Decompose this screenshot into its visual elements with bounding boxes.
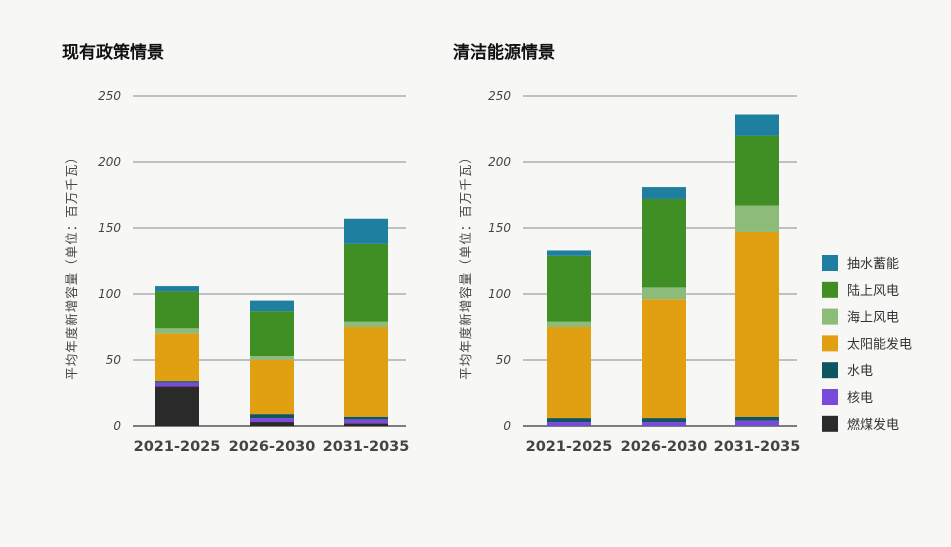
bar-segment — [344, 218, 388, 244]
bar-segment — [547, 255, 591, 322]
y-axis-label: 平均年度新增容量（单位：百万千瓦） — [64, 150, 79, 380]
x-tick-label: 2026-2030 — [229, 439, 316, 455]
bar-segment — [155, 333, 199, 382]
bar-segment — [344, 423, 388, 426]
x-tick-label: 2021-2025 — [134, 439, 221, 455]
panel-current-policy: 现有政策情景 平均年度新增容量（单位：百万千瓦） 0 50 100 150 200 250… — [62, 42, 409, 455]
bar-segment — [250, 356, 294, 360]
bar-segment — [250, 418, 294, 423]
bar-segment — [155, 286, 199, 292]
legend-label: 水电 — [847, 364, 873, 379]
bar-segment — [250, 311, 294, 357]
bar-segment — [735, 420, 779, 426]
legend-swatch — [822, 335, 838, 352]
bar-segment — [344, 321, 388, 327]
bar-segment — [155, 291, 199, 329]
bar-segment — [155, 382, 199, 387]
bar-segment — [344, 419, 388, 424]
legend-label: 太阳能发电 — [847, 336, 912, 352]
legend-swatch — [822, 415, 838, 432]
bar-segment — [735, 231, 779, 417]
bar-segment — [547, 250, 591, 256]
legend-label: 陆上风电 — [847, 283, 899, 299]
bar-segment — [547, 327, 591, 419]
y-tick-label: 200 — [488, 155, 511, 169]
bar-segment — [547, 418, 591, 423]
y-tick-label: 100 — [98, 287, 121, 301]
bar-segment — [642, 287, 686, 300]
x-tick-label: 2031-2035 — [714, 439, 801, 455]
bar-segment — [344, 243, 388, 322]
bar-segment — [547, 422, 591, 426]
bar-segment — [250, 422, 294, 426]
legend-swatch — [822, 389, 838, 405]
bar-segment — [642, 299, 686, 419]
bar-segment — [155, 381, 199, 383]
y-tick-label: 150 — [98, 221, 121, 235]
chart-title: 现有政策情景 — [62, 42, 164, 63]
legend-swatch — [822, 281, 838, 298]
chart-title: 清洁能源情景 — [453, 42, 555, 63]
y-tick-label: 250 — [488, 89, 511, 103]
bar-segment — [155, 328, 199, 334]
legend-label: 抽水蓄能 — [847, 257, 899, 272]
y-tick-label: 0 — [503, 419, 511, 433]
legend-label: 燃煤发电 — [847, 417, 899, 433]
y-tick-label: 0 — [113, 419, 121, 433]
bar-segment — [250, 414, 294, 419]
y-tick-label: 250 — [98, 89, 121, 103]
legend-swatch — [822, 362, 838, 379]
y-tick-label: 200 — [98, 155, 121, 169]
bar-segment — [344, 327, 388, 417]
y-tick-label: 50 — [106, 353, 122, 367]
bar-segment — [735, 135, 779, 206]
x-tick-label: 2026-2030 — [621, 439, 708, 455]
legend-swatch — [822, 308, 838, 325]
legend-label: 海上风电 — [847, 311, 899, 326]
bar-segment — [250, 360, 294, 415]
bar-segment — [735, 205, 779, 232]
legend-swatch — [822, 255, 838, 271]
bar-segment — [155, 386, 199, 426]
panel-clean-energy: 清洁能源情景 平均年度新增容量（单位：百万千瓦） 0 50 100 150 200 250… — [453, 42, 800, 455]
legend-label: 核电 — [847, 391, 873, 406]
y-tick-label: 100 — [488, 287, 511, 301]
bar-segment — [642, 422, 686, 426]
bar-segment — [735, 114, 779, 136]
bar-segment — [547, 321, 591, 327]
bar-segment — [250, 300, 294, 312]
bar-segment — [642, 187, 686, 199]
y-tick-label: 50 — [496, 353, 512, 367]
x-tick-label: 2021-2025 — [526, 439, 613, 455]
bar-segment — [344, 416, 388, 420]
x-tick-label: 2031-2035 — [323, 439, 410, 455]
y-axis-label: 平均年度新增容量（单位：百万千瓦） — [458, 150, 473, 380]
bar-segment — [735, 416, 779, 421]
y-tick-label: 150 — [488, 221, 511, 235]
bar-segment — [642, 418, 686, 423]
bar-segment — [642, 198, 686, 288]
